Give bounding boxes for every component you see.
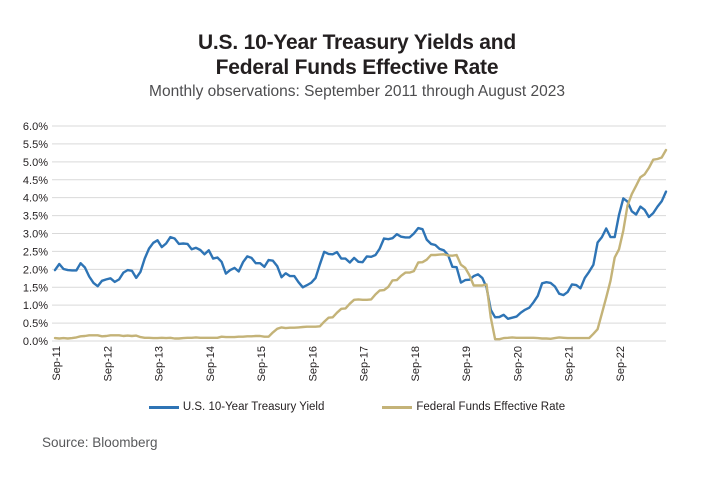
svg-text:Sep-17: Sep-17 [359, 346, 371, 381]
legend-label-fed-funds: Federal Funds Effective Rate [416, 401, 566, 414]
svg-text:3.0%: 3.0% [23, 229, 48, 241]
svg-text:Sep-14: Sep-14 [205, 346, 217, 381]
svg-text:0.5%: 0.5% [23, 318, 48, 330]
svg-text:Sep-22: Sep-22 [615, 346, 627, 381]
svg-text:1.0%: 1.0% [23, 301, 48, 313]
svg-text:4.0%: 4.0% [23, 193, 48, 205]
treasury-line-swatch [148, 405, 179, 409]
svg-text:5.5%: 5.5% [23, 139, 48, 151]
legend-item-treasury: U.S. 10-Year Treasury Yield [148, 401, 325, 414]
svg-text:Sep-18: Sep-18 [410, 346, 422, 381]
source-note: Source: Bloomberg [42, 435, 158, 451]
legend-label-treasury: U.S. 10-Year Treasury Yield [182, 401, 325, 414]
svg-text:Sep-15: Sep-15 [256, 346, 268, 381]
chart-legend: U.S. 10-Year Treasury Yield Federal Fund… [0, 399, 714, 415]
svg-text:Sep-12: Sep-12 [102, 346, 114, 381]
legend-item-fed-funds: Federal Funds Effective Rate [382, 401, 565, 413]
svg-text:1.5%: 1.5% [23, 283, 48, 295]
svg-text:4.5%: 4.5% [23, 175, 48, 187]
svg-text:6.0%: 6.0% [23, 121, 48, 133]
svg-text:Sep-21: Sep-21 [564, 346, 576, 381]
svg-text:2.0%: 2.0% [23, 265, 48, 277]
svg-text:Sep-19: Sep-19 [461, 346, 473, 381]
svg-text:0.0%: 0.0% [23, 336, 48, 348]
svg-text:2.5%: 2.5% [23, 247, 48, 259]
page-title-line1: U.S. 10-Year Treasury Yields and [197, 31, 517, 54]
svg-text:Sep-16: Sep-16 [307, 346, 319, 381]
svg-text:Sep-11: Sep-11 [51, 346, 63, 381]
page-title: U.S. 10-Year Treasury Yields and Federal… [0, 30, 714, 80]
line-chart: 6.0% 5.5% 5.0% 4.5% 4.0% 3.5% 3.0% 2.5% 2.0% 1.5%… [23, 121, 668, 382]
svg-text:Sep-13: Sep-13 [154, 346, 166, 381]
svg-text:3.5%: 3.5% [23, 211, 48, 223]
svg-text:Sep-20: Sep-20 [512, 346, 524, 381]
chart-subtitle: Monthly observations: September 2011 thr… [149, 83, 565, 101]
fed-funds-line-swatch [382, 405, 413, 409]
svg-text:5.0%: 5.0% [23, 157, 48, 169]
page-title-line2: Federal Funds Effective Rate [215, 56, 499, 80]
